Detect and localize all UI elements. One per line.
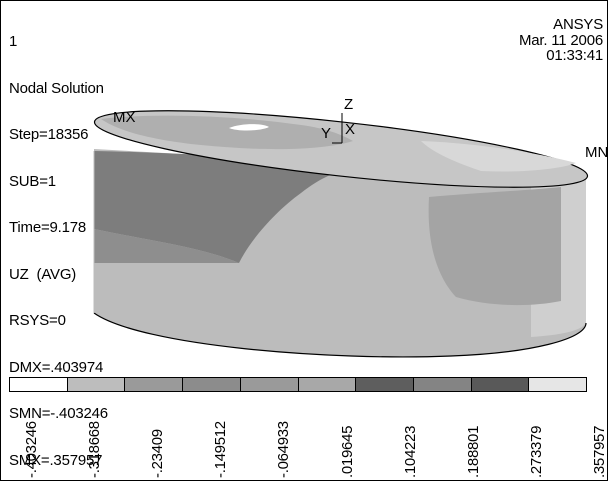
brand-block: ANSYS Mar. 11 2006 01:33:41: [519, 17, 603, 64]
legend-value-label: .104223: [401, 396, 419, 480]
plot-title: Nodal Solution: [9, 79, 104, 97]
axis-x-label: X: [345, 121, 356, 138]
legend-value-label: .188801: [464, 396, 482, 480]
dmx-value: DMX=.403974: [9, 358, 104, 376]
legend-color-segment: [183, 378, 241, 391]
min-marker-label: MN: [585, 144, 608, 161]
window-number: 1: [9, 33, 18, 50]
legend-value-text: -.318668: [86, 421, 104, 478]
legend-value-label: -.318668: [86, 396, 104, 480]
legend-value-text: .188801: [464, 425, 482, 478]
legend-color-segment: [125, 378, 184, 391]
legend-color-segment: [471, 378, 530, 391]
max-marker-label: MX: [113, 109, 136, 126]
legend-value-text: -.23409: [149, 429, 167, 478]
axis-z-label: Z: [344, 96, 354, 113]
step-value: Step=18356: [9, 126, 89, 143]
legend-value-text: .273379: [527, 425, 545, 478]
legend-value-text: .357957: [591, 425, 608, 478]
legend-color-segment: [298, 378, 357, 391]
cylinder-bottom-edge: [93, 312, 587, 358]
cylinder-dark-right-region: [428, 187, 561, 306]
brand-name: ANSYS: [553, 16, 603, 33]
brand-time: 01:33:41: [546, 47, 603, 64]
time-value: Time=9.178: [9, 219, 87, 236]
smn-value: SMN=-.403246: [9, 405, 108, 422]
legend-value-text: -.149512: [212, 421, 230, 478]
legend-value-label: -.149512: [212, 396, 230, 480]
legend-color-segment: [67, 378, 126, 391]
top-surface-light-right: [421, 141, 576, 172]
rsys-value: RSYS=0: [9, 312, 66, 329]
legend-value-label: .019645: [338, 396, 356, 480]
cylinder-mid-left-region: [94, 229, 239, 263]
legend-value-label: -.23409: [149, 396, 167, 480]
legend-value-label: -.064933: [275, 396, 293, 480]
legend-color-segment: [10, 378, 68, 391]
legend-value-label: -.403246: [23, 396, 40, 480]
legend-color-segment: [413, 378, 472, 391]
legend-value-text: -.064933: [275, 421, 293, 478]
top-surface-highlight: [229, 124, 269, 131]
cylinder-dark-left-region: [94, 151, 351, 263]
legend-color-segment: [356, 378, 414, 391]
legend-value-label: .273379: [527, 396, 545, 480]
model-view: [93, 110, 589, 358]
contour-legend-bar: [9, 377, 587, 392]
axis-y-label: Y: [321, 125, 332, 142]
top-surface-dark-region: [101, 115, 353, 150]
legend-value-label: .357957: [591, 396, 608, 480]
smx-value: SMX=.357957: [9, 451, 103, 469]
legend-color-segment: [529, 378, 587, 391]
legend-value-text: .019645: [338, 425, 356, 478]
legend-value-text: .104223: [401, 425, 419, 478]
result-item: UZ (AVG): [9, 265, 77, 283]
solution-info-block: 1 Nodal Solution Step=18356 SUB=1 Time=9…: [9, 3, 108, 480]
sub-value: SUB=1: [9, 172, 56, 190]
legend-color-segment: [240, 378, 299, 391]
brand-date: Mar. 11 2006: [518, 31, 603, 49]
legend-value-text: -.403246: [23, 421, 40, 478]
